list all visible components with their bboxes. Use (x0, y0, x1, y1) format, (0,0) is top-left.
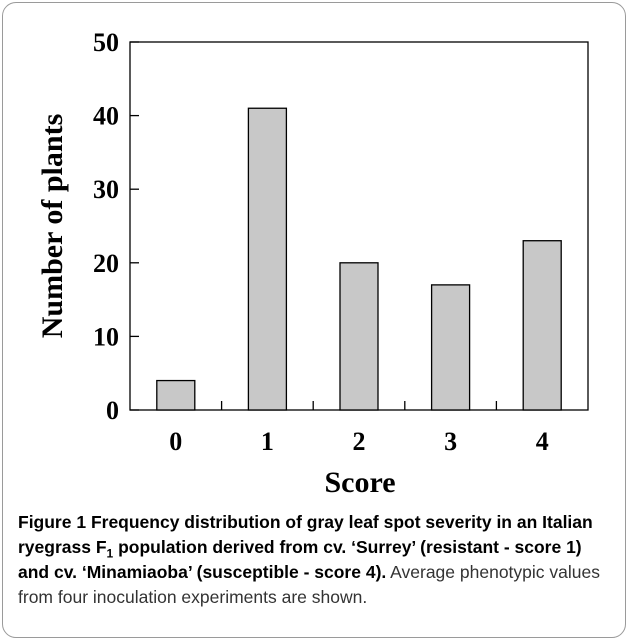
y-tick-label: 30 (93, 175, 119, 204)
y-tick-label: 0 (106, 396, 119, 425)
bar-score-0 (156, 379, 196, 411)
y-axis-title: Number of plants (36, 114, 69, 338)
caption-title-subscript: 1 (106, 546, 114, 561)
x-tick-label: 4 (536, 427, 549, 456)
y-tick-label: 20 (93, 249, 119, 278)
caption-title: Frequency distribution of gray leaf spot… (18, 512, 593, 582)
caption-title-part1: Frequency distribution of gray leaf spot… (18, 512, 593, 557)
figure-label: Figure 1 (18, 512, 87, 532)
x-tick-label: 3 (444, 427, 457, 456)
bar-score-4 (522, 240, 562, 411)
caption-title-part2: population derived from cv. ‘Surrey’ (re… (18, 537, 582, 582)
bar-score-3 (430, 284, 471, 411)
y-axis: 0 10 20 30 40 50 (93, 28, 139, 425)
bar-chart: 0 10 20 30 40 50 0 1 2 3 4 Number of plants Score (36, 28, 589, 499)
x-axis: 0 1 2 3 4 (169, 401, 549, 456)
caption-body: Average phenotypic values from four inoc… (18, 562, 600, 607)
y-tick-label: 50 (93, 28, 119, 57)
y-tick-label: 10 (93, 322, 119, 351)
bar-score-1 (247, 107, 288, 411)
x-tick-label: 2 (353, 427, 366, 456)
x-axis-title: Score (324, 466, 395, 499)
y-tick-label: 40 (93, 102, 119, 131)
x-tick-label: 1 (261, 427, 274, 456)
bars (156, 107, 562, 411)
x-tick-label: 0 (169, 427, 182, 456)
bar-score-2 (339, 262, 379, 411)
figure-caption: Figure 1 Frequency distribution of gray … (18, 510, 614, 610)
